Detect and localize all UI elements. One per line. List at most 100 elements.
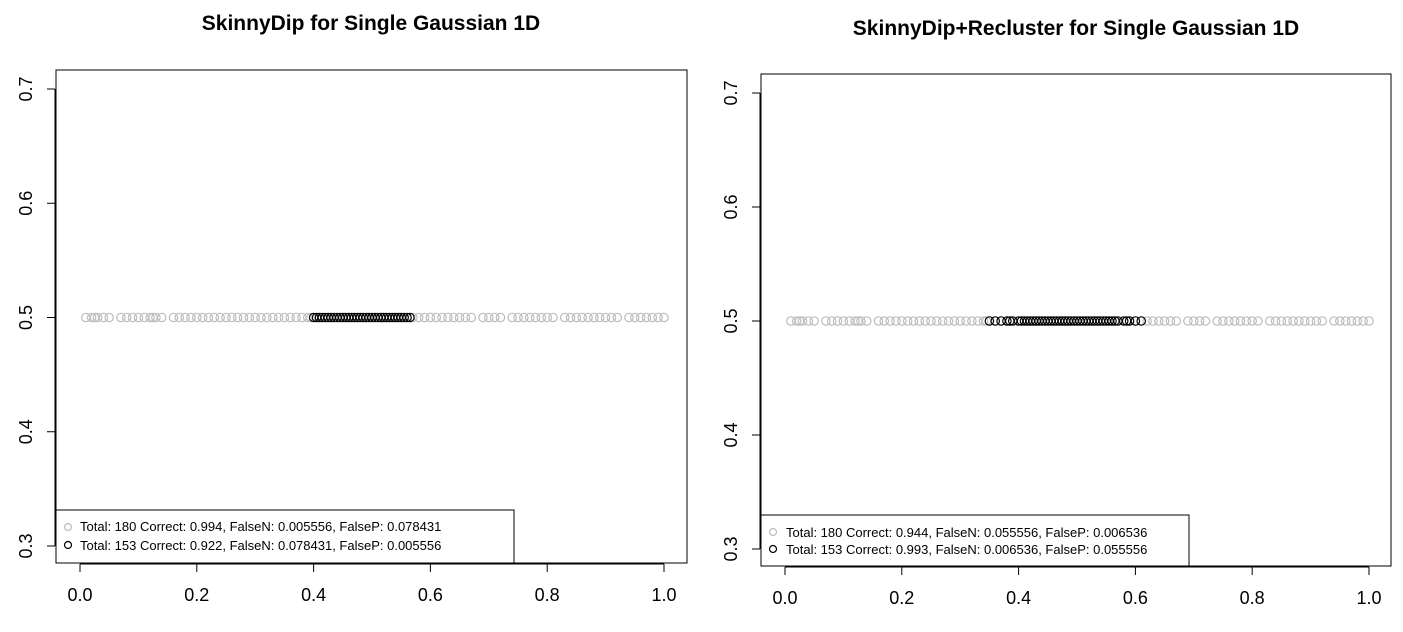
plot-1-points — [81, 312, 669, 323]
x-tick-label: 0.2 — [184, 585, 209, 605]
plot-2-y-axis: 0.3 0.4 0.5 0.6 0.7 — [721, 80, 761, 562]
noise-point — [583, 312, 593, 323]
noise-point — [978, 316, 989, 326]
noise-point — [133, 312, 144, 323]
noise-point — [565, 312, 576, 323]
noise-point — [244, 312, 255, 323]
y-tick-label: 0.4 — [721, 422, 741, 447]
noise-point — [542, 312, 552, 323]
noise-point — [227, 312, 237, 323]
noise-point — [653, 312, 663, 323]
plot-2-legend-label-cluster: Total: 153 Correct: 0.993, FalseN: 0.006… — [786, 542, 1147, 557]
noise-point — [629, 312, 640, 323]
cluster-point — [1002, 316, 1012, 326]
x-tick-label: 0.4 — [1006, 588, 1031, 608]
noise-point — [809, 316, 819, 326]
plot-1-legend-marker-noise — [63, 522, 73, 532]
noise-point — [443, 312, 453, 323]
y-tick-label: 0.5 — [16, 305, 36, 330]
noise-point — [832, 316, 843, 326]
noise-point — [513, 312, 523, 323]
noise-point — [1235, 316, 1246, 326]
noise-point — [577, 312, 588, 323]
noise-point — [600, 312, 611, 323]
noise-point — [797, 316, 808, 326]
noise-point — [647, 312, 658, 323]
x-tick-label: 0.6 — [1123, 588, 1148, 608]
noise-point — [589, 312, 599, 323]
noise-point — [943, 316, 954, 326]
y-tick-label: 0.3 — [721, 536, 741, 561]
noise-point — [920, 316, 930, 326]
noise-point — [156, 312, 167, 323]
noise-point — [530, 312, 541, 323]
noise-point — [524, 312, 535, 323]
noise-point — [641, 312, 652, 323]
y-tick-label: 0.5 — [721, 308, 741, 333]
noise-point — [478, 312, 488, 323]
noise-point — [121, 312, 132, 323]
noise-point — [221, 312, 231, 323]
noise-point — [559, 312, 570, 323]
noise-point — [1346, 316, 1357, 326]
noise-point — [885, 316, 895, 326]
noise-point — [1142, 316, 1152, 326]
plot-1-legend-label-cluster: Total: 153 Correct: 0.922, FalseN: 0.078… — [80, 538, 441, 553]
noise-point — [659, 312, 669, 323]
x-tick-label: 0.8 — [535, 585, 560, 605]
noise-point — [873, 316, 884, 326]
plot-panel-2: SkinnyDip+Recluster for Single Gaussian … — [721, 17, 1392, 608]
noise-point — [856, 316, 866, 326]
noise-point — [879, 316, 890, 326]
x-tick-label: 1.0 — [651, 585, 676, 605]
noise-point — [431, 312, 442, 323]
noise-point — [612, 312, 623, 323]
noise-point — [891, 316, 901, 326]
noise-point — [250, 312, 260, 323]
noise-point — [1194, 316, 1205, 326]
y-tick-label: 0.6 — [721, 194, 741, 219]
noise-point — [826, 316, 837, 326]
noise-point — [203, 312, 214, 323]
noise-point — [519, 312, 529, 323]
cluster-point — [984, 316, 995, 326]
noise-point — [279, 312, 290, 323]
noise-point — [1165, 316, 1176, 326]
noise-point — [902, 316, 913, 326]
noise-point — [192, 312, 202, 323]
noise-point — [1229, 316, 1240, 326]
noise-point — [1282, 316, 1293, 326]
y-tick-label: 0.3 — [16, 533, 36, 558]
noise-point — [1253, 316, 1263, 326]
noise-point — [850, 316, 860, 326]
noise-point — [861, 316, 872, 326]
plot-1-legend-label-noise: Total: 180 Correct: 0.994, FalseN: 0.005… — [80, 519, 441, 534]
y-tick-label: 0.6 — [16, 191, 36, 216]
noise-point — [1183, 316, 1193, 326]
x-tick-label: 0.4 — [301, 585, 326, 605]
noise-point — [908, 316, 919, 326]
noise-point — [1200, 316, 1211, 326]
noise-point — [127, 312, 138, 323]
noise-point — [145, 312, 155, 323]
noise-point — [448, 312, 459, 323]
cluster-point — [1124, 316, 1135, 326]
plot-1-title: SkinnyDip for Single Gaussian 1D — [202, 12, 540, 35]
noise-point — [1247, 316, 1257, 326]
noise-point — [838, 316, 849, 326]
cluster-point — [1136, 316, 1147, 326]
noise-point — [197, 312, 208, 323]
noise-point — [1148, 316, 1158, 326]
noise-point — [1317, 316, 1328, 326]
noise-point — [1189, 316, 1199, 326]
noise-point — [1264, 316, 1275, 326]
noise-point — [1241, 316, 1252, 326]
noise-point — [949, 316, 960, 326]
noise-point — [791, 316, 802, 326]
noise-point — [1352, 316, 1363, 326]
noise-point — [291, 312, 301, 323]
noise-point — [437, 312, 447, 323]
x-tick-label: 0.6 — [418, 585, 443, 605]
noise-point — [1335, 316, 1345, 326]
noise-point — [803, 316, 814, 326]
